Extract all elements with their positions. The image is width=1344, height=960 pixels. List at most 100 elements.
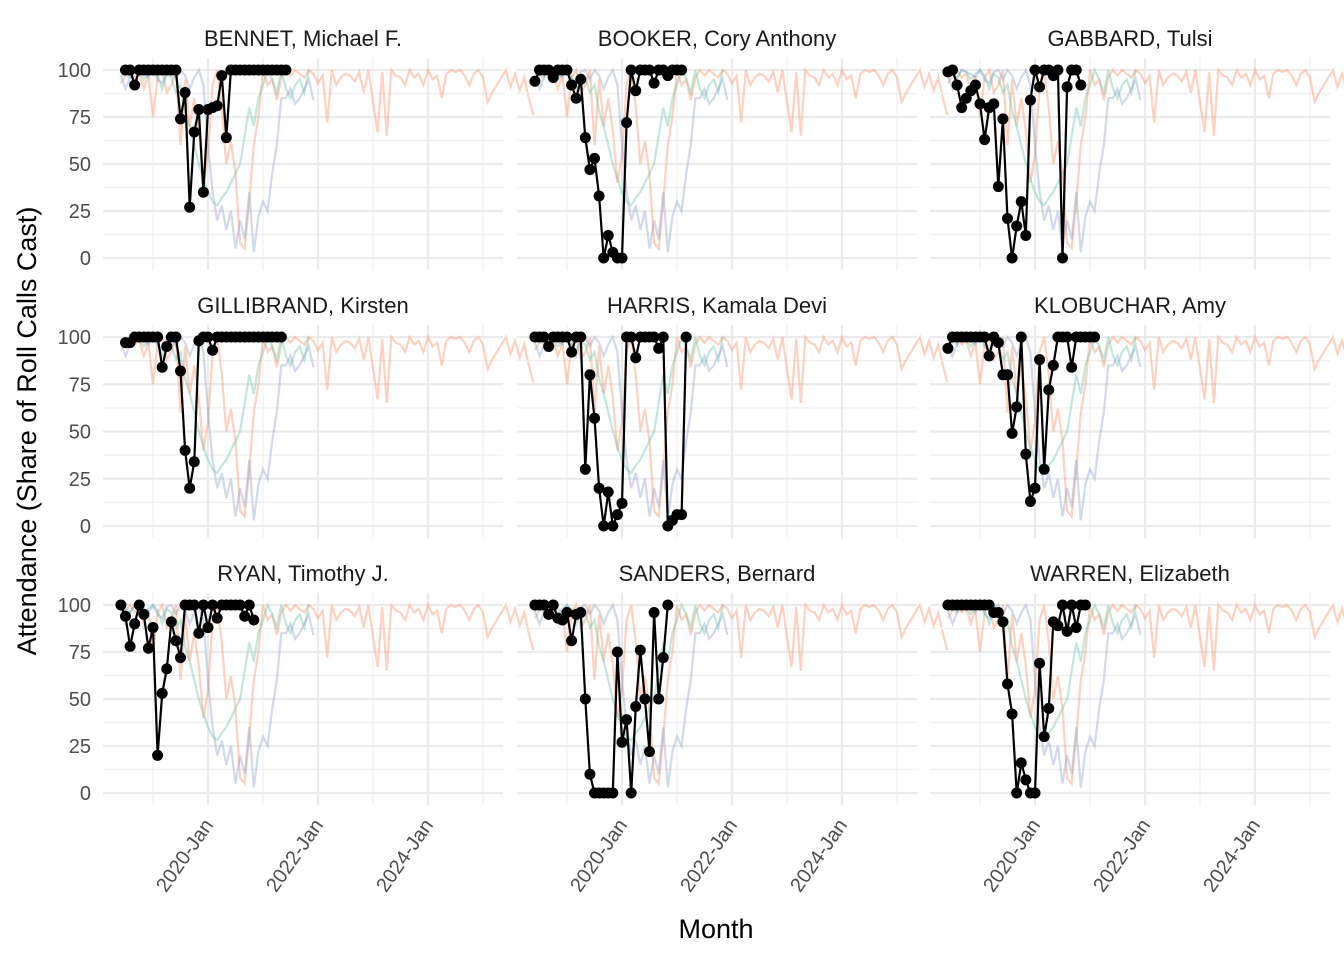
data-point	[1043, 702, 1055, 714]
data-point	[543, 608, 555, 620]
data-point	[161, 663, 173, 675]
background-series-line	[946, 67, 1344, 252]
data-point	[616, 736, 628, 748]
data-point	[280, 64, 292, 76]
data-point	[983, 350, 995, 362]
y-tick-label: 50	[69, 422, 91, 444]
data-point	[1089, 331, 1101, 343]
background-series-line	[119, 602, 535, 787]
data-point	[1011, 220, 1023, 232]
data-point	[1015, 331, 1027, 343]
data-point	[1002, 213, 1013, 225]
data-point	[616, 252, 628, 264]
data-point	[648, 607, 660, 619]
data-point	[1024, 495, 1036, 507]
data-point	[1002, 678, 1013, 690]
facet-panel: SANDERS, Bernard 2020-Jan 2022-Jan 2024-Jan	[517, 561, 949, 896]
data-point	[969, 79, 981, 91]
data-point	[115, 599, 127, 611]
data-point	[211, 100, 223, 112]
data-point	[979, 134, 991, 146]
data-point	[1043, 384, 1055, 396]
data-point	[676, 64, 688, 76]
data-point	[156, 361, 168, 373]
data-point	[561, 607, 573, 619]
facet-panel: BENNET, Michael F. 0 25 50 75 100	[58, 26, 535, 270]
data-point	[947, 64, 958, 76]
data-point	[992, 607, 1004, 619]
data-point	[598, 252, 610, 264]
facet-panel: KLOBUCHAR, Amy	[930, 293, 1344, 538]
data-point	[243, 599, 255, 611]
data-point	[1006, 427, 1018, 439]
data-point	[161, 340, 173, 352]
data-point	[575, 73, 587, 85]
data-point	[648, 331, 660, 343]
y-tick-label: 50	[69, 154, 91, 176]
data-point	[621, 117, 633, 129]
data-point	[188, 126, 200, 138]
data-point	[1066, 599, 1078, 611]
data-point	[566, 635, 578, 647]
data-point	[598, 520, 610, 532]
candidate-series-line	[946, 334, 1095, 502]
facet-panel: GILLIBRAND, Kirsten 0 25 50 75 100	[58, 293, 535, 538]
data-point	[992, 337, 1004, 349]
panel-title: SANDERS, Bernard	[619, 561, 816, 586]
data-point	[1079, 599, 1091, 611]
data-point	[997, 616, 1009, 628]
data-point	[1015, 196, 1027, 208]
data-point	[156, 687, 168, 699]
data-point	[1029, 482, 1041, 494]
data-point	[202, 622, 214, 634]
data-point	[1015, 757, 1027, 769]
data-point	[630, 85, 642, 97]
data-point	[197, 186, 209, 198]
x-tick-label: 2022-Jan	[676, 815, 742, 896]
data-point	[1052, 620, 1064, 632]
data-point	[220, 132, 232, 144]
x-tick-label: 2024-Jan	[372, 815, 438, 896]
data-point	[625, 64, 637, 76]
data-point	[193, 103, 205, 115]
panel-title: GABBARD, Tulsi	[1047, 26, 1212, 51]
data-point	[657, 652, 669, 664]
data-point	[152, 331, 164, 343]
facet-panel: WARREN, Elizabeth 2020-Jan 2022-Jan 2024-Ja…	[930, 561, 1344, 896]
data-point	[1057, 252, 1068, 264]
data-point	[1034, 354, 1046, 366]
data-point	[644, 746, 655, 758]
data-point	[124, 640, 136, 652]
data-point	[207, 599, 219, 611]
data-point	[593, 190, 605, 202]
y-tick-label: 25	[69, 201, 91, 223]
data-point	[197, 599, 209, 611]
background-series-line	[120, 602, 310, 743]
data-point	[1061, 81, 1073, 93]
data-point	[207, 344, 219, 356]
data-point	[648, 77, 660, 89]
x-axis-title: Month	[678, 914, 753, 944]
background-series-line	[533, 67, 949, 252]
data-point	[593, 482, 605, 494]
data-point	[579, 132, 591, 144]
data-point	[547, 599, 559, 611]
data-point	[589, 412, 600, 424]
data-point	[639, 693, 651, 705]
data-point	[589, 152, 600, 164]
data-point	[529, 75, 541, 87]
x-tick-label: 2024-Jan	[1199, 815, 1265, 896]
data-point	[193, 627, 205, 639]
data-point	[1047, 359, 1059, 371]
data-point	[147, 622, 159, 634]
y-tick-label: 25	[69, 736, 91, 758]
data-point	[184, 482, 196, 494]
data-point	[566, 346, 578, 358]
data-point	[120, 610, 131, 622]
data-point	[248, 614, 260, 626]
data-point	[607, 787, 619, 799]
data-point	[602, 486, 614, 498]
data-point	[234, 599, 246, 611]
panels-layer: BENNET, Michael F. 0 25 50 75 100 BOOKER, Cory…	[58, 26, 1344, 896]
data-point	[611, 509, 623, 521]
